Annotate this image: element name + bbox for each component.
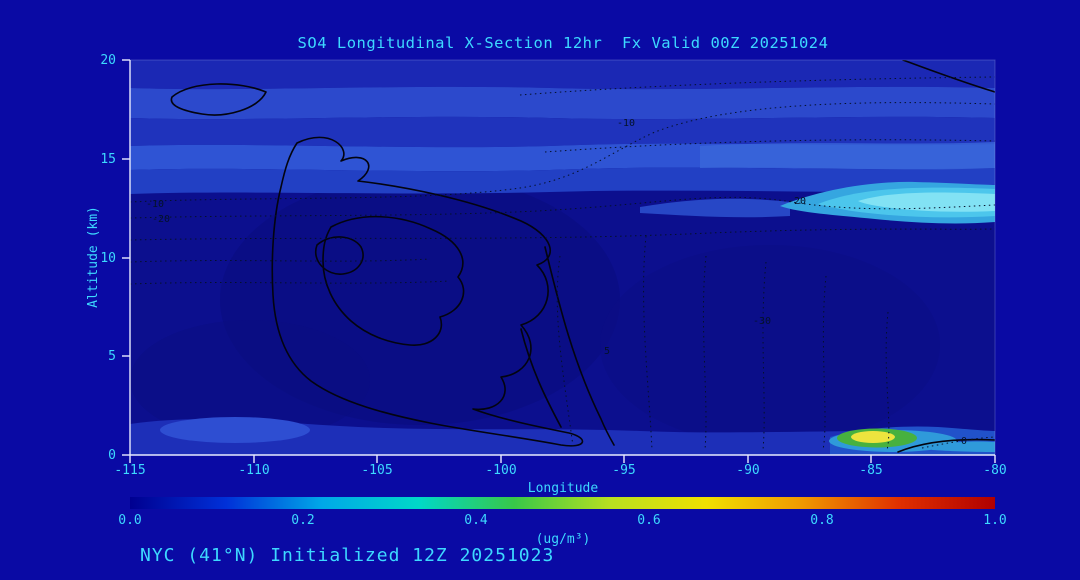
- y-tick-label: 20: [100, 53, 116, 68]
- solid-contour-lines: [170, 60, 995, 453]
- contour-line: [322, 215, 465, 346]
- contour-label: -20: [152, 214, 170, 225]
- y-tick-label: 10: [100, 251, 116, 266]
- colorbar-tick-label: 0.8: [810, 513, 833, 528]
- surface-band-blob: [160, 417, 310, 443]
- x-tick-label: -100: [485, 463, 516, 478]
- contour-line: [520, 328, 562, 428]
- cyan-plume-fade: [640, 198, 790, 218]
- contour-line: [897, 438, 995, 453]
- stratospheric-band: [130, 86, 995, 120]
- colorbar: [130, 497, 995, 509]
- contour-value-labels: -10 -20 -10 -20 -30 5 0: [146, 118, 967, 447]
- x-tick-label: -110: [238, 463, 269, 478]
- contour-label: 0: [961, 436, 967, 447]
- contour-label: 5: [604, 346, 610, 357]
- dashed-contour: [921, 436, 995, 449]
- y-tick-labels: 0 5 10 15 20: [100, 53, 116, 463]
- dashed-contour: [130, 228, 995, 241]
- stratospheric-band: [130, 116, 995, 148]
- dashed-contour-lines: [130, 76, 995, 451]
- y-tick-label: 15: [100, 152, 116, 167]
- colorbar-tick-label: 0.0: [118, 513, 141, 528]
- x-tick-label: -95: [612, 463, 635, 478]
- x-axis-label: Longitude: [528, 481, 599, 496]
- filled-contour-field: [130, 60, 995, 455]
- colorbar-tick-label: 0.6: [637, 513, 660, 528]
- contour-label: -20: [788, 196, 806, 207]
- plot-title: SO4 Longitudinal X-Section 12hr Fx Valid…: [298, 34, 829, 52]
- dashed-contour: [544, 139, 995, 153]
- x-tick-label: -80: [983, 463, 1006, 478]
- stratospheric-band: [130, 167, 995, 194]
- contour-line: [902, 60, 995, 93]
- dashed-contour: [130, 196, 995, 219]
- dashed-contour: [130, 280, 451, 285]
- contour-label: -10: [146, 199, 164, 210]
- field-dark-blob: [130, 320, 370, 440]
- x-tick-label: -85: [859, 463, 882, 478]
- surface-band: [130, 419, 995, 455]
- colorbar-group: 0.0 0.2 0.4 0.6 0.8 1.0 (ug/m³): [118, 497, 1007, 547]
- x-tick-label: -115: [114, 463, 145, 478]
- cyan-plume-core: [858, 192, 995, 212]
- dashed-contour: [702, 255, 707, 451]
- colorbar-tick-label: 0.2: [291, 513, 314, 528]
- contour-label: -30: [753, 316, 771, 327]
- y-tick-label: 0: [108, 448, 116, 463]
- colorbar-unit-label: (ug/m³): [536, 532, 591, 547]
- stratospheric-band-bright-right: [700, 142, 995, 170]
- y-tick-label: 5: [108, 349, 116, 364]
- contour-line: [314, 236, 364, 275]
- x-tick-label: -90: [736, 463, 759, 478]
- dashed-contour: [519, 76, 995, 96]
- colorbar-tick-label: 0.4: [464, 513, 488, 528]
- figure-caption: NYC (41°N) Initialized 12Z 20251023: [140, 545, 554, 566]
- dashed-contour: [822, 275, 827, 451]
- dashed-contour: [762, 261, 767, 451]
- contour-line: [170, 83, 267, 116]
- colorbar-tick-label: 1.0: [983, 513, 1006, 528]
- field-dark-blob: [600, 245, 940, 445]
- x-tick-label: -105: [361, 463, 392, 478]
- stratospheric-band: [130, 60, 995, 90]
- contour-line: [271, 136, 584, 447]
- surface-yellow-hotspot: [851, 431, 895, 443]
- x-tick-labels: -115 -110 -105 -100 -95 -90 -85 -80: [114, 463, 1006, 478]
- dashed-contour: [643, 235, 653, 451]
- dashed-contour: [556, 255, 574, 447]
- contour-line: [544, 246, 615, 446]
- y-axis-label: Altitude (km): [86, 206, 101, 308]
- axes: [122, 59, 996, 463]
- contour-label: -10: [617, 118, 635, 129]
- hotspot-cyan-streak: [932, 441, 995, 452]
